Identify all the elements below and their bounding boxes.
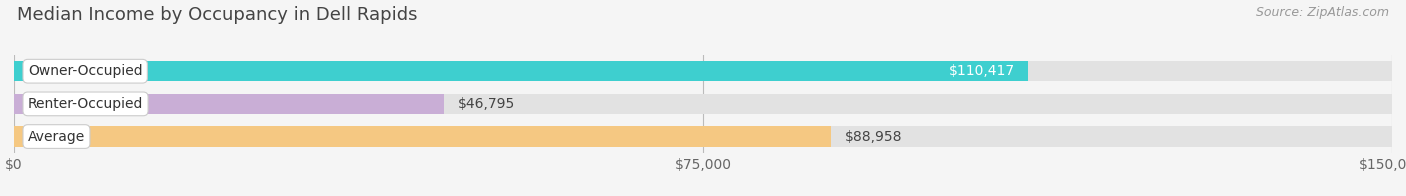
Bar (14, 94, 1392, 114)
Text: Source: ZipAtlas.com: Source: ZipAtlas.com (1256, 6, 1389, 19)
Text: Renter-Occupied: Renter-Occupied (28, 97, 143, 111)
Bar (14, 94, 444, 114)
Text: Median Income by Occupancy in Dell Rapids: Median Income by Occupancy in Dell Rapid… (17, 6, 418, 24)
Bar (14, 61, 1028, 81)
Bar (14, 61, 1392, 81)
Text: $88,958: $88,958 (845, 130, 903, 143)
Text: Owner-Occupied: Owner-Occupied (28, 64, 142, 78)
Text: $46,795: $46,795 (458, 97, 515, 111)
Text: $110,417: $110,417 (949, 64, 1015, 78)
Bar (14, 126, 831, 147)
Text: Average: Average (28, 130, 86, 143)
Bar (14, 126, 1392, 147)
